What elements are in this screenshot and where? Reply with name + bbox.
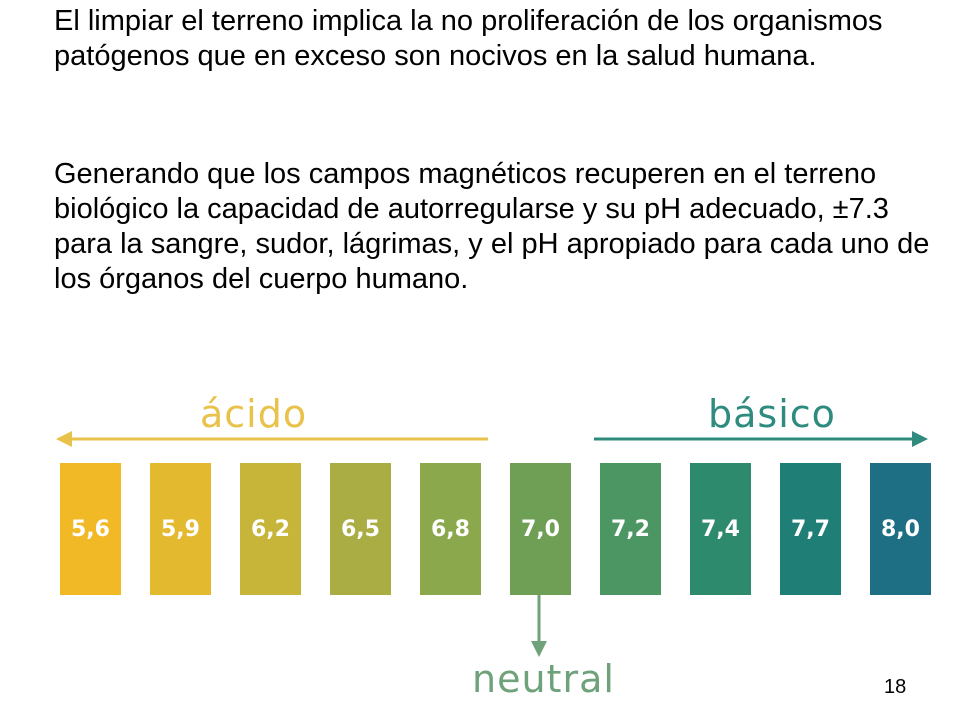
neutral-label: neutral: [472, 657, 615, 701]
ph-tile: 6,8: [420, 463, 481, 595]
paragraph-1: El limpiar el terreno implica la no prol…: [54, 5, 883, 72]
ph-tile: 6,5: [330, 463, 391, 595]
ph-tile: 5,6: [60, 463, 121, 595]
paragraph-2: Generando que los campos magnéticos recu…: [54, 158, 930, 295]
basic-label: básico: [708, 392, 836, 436]
ph-tile: 5,9: [150, 463, 211, 595]
basic-arrow-icon: [594, 431, 928, 447]
ph-tile: 7,7: [780, 463, 841, 595]
ph-tile: 7,2: [600, 463, 661, 595]
ph-tile: 6,2: [240, 463, 301, 595]
ph-tile: 7,4: [690, 463, 751, 595]
ph-tile: 7,0: [510, 463, 571, 595]
page-number: 18: [884, 676, 907, 698]
acid-label: ácido: [200, 392, 308, 436]
acid-arrow-icon: [56, 431, 488, 447]
neutral-arrow-icon: [531, 595, 547, 657]
ph-tile: 8,0: [870, 463, 931, 595]
